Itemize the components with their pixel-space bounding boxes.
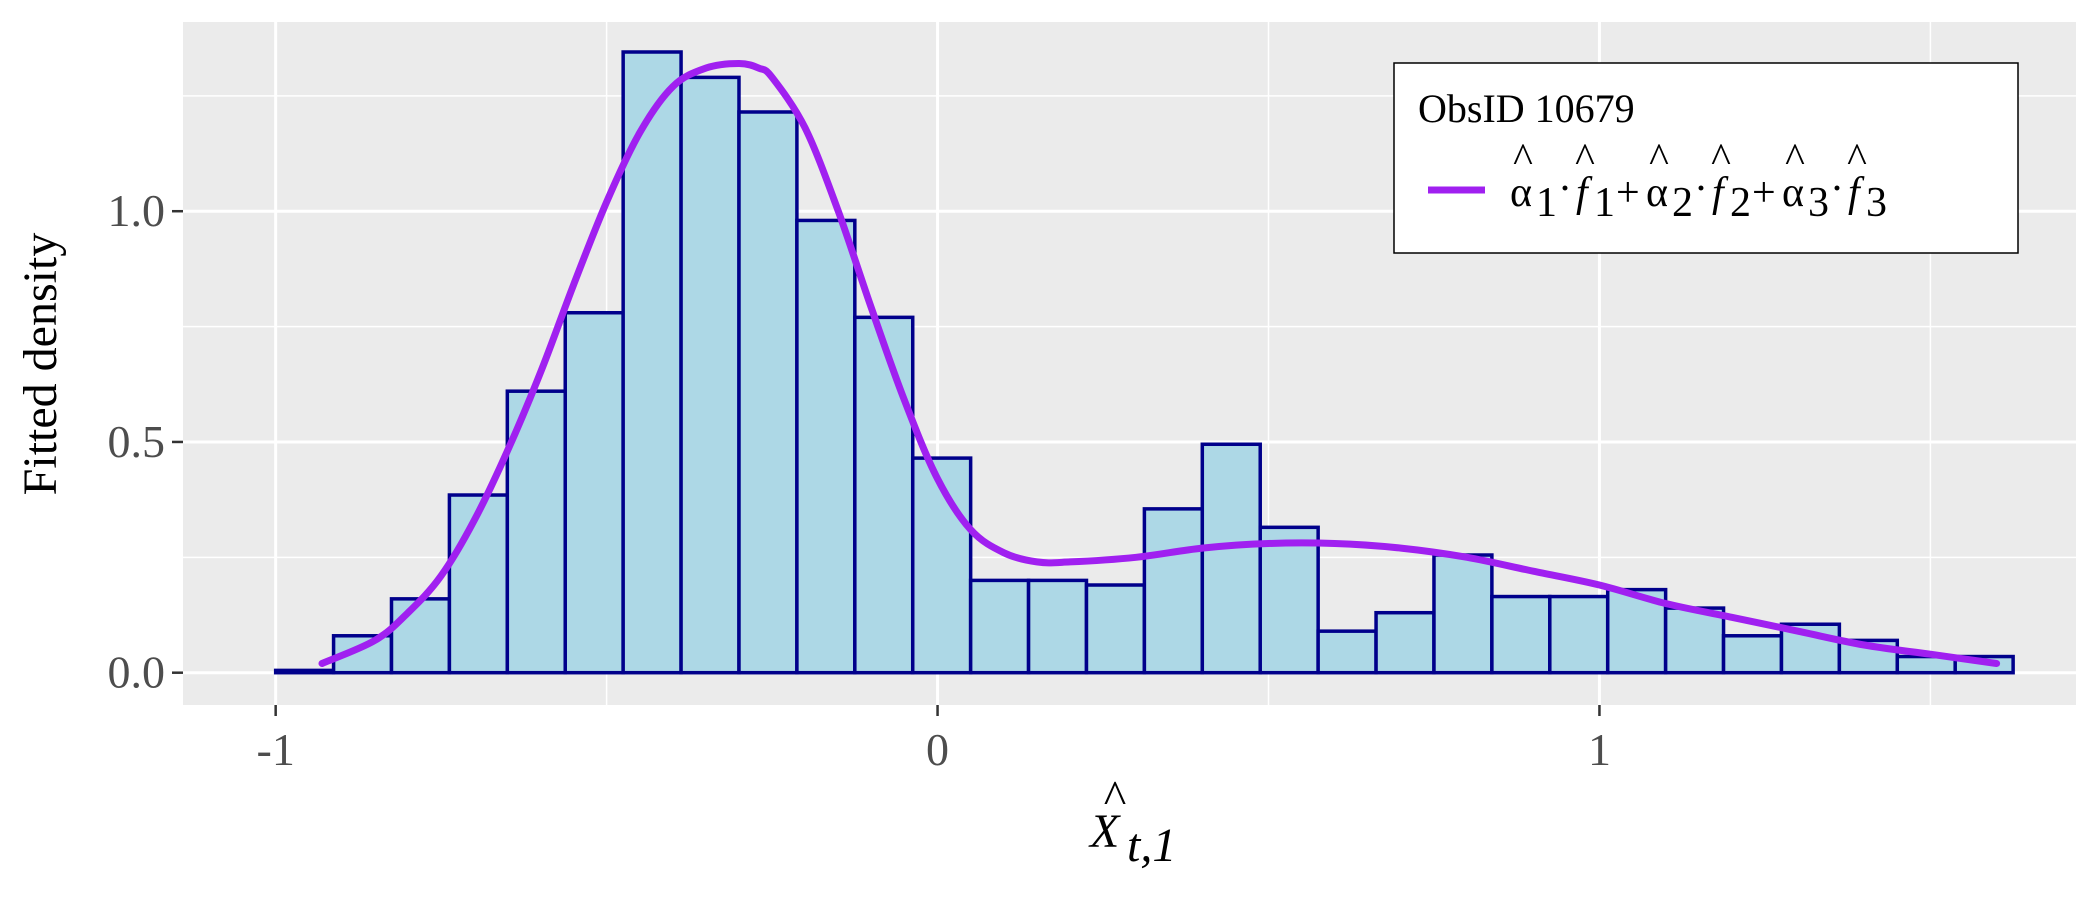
histogram-bar [563,310,625,675]
legend-hat: ^ [1513,136,1533,182]
histogram-bar [621,50,683,675]
x-axis-title: ^ X t,1 [1088,771,1176,872]
histogram-bar [1026,578,1089,675]
y-tick-label: 0.5 [108,416,166,467]
histogram-bar [1605,587,1668,675]
y-tick-label: 1.0 [108,185,166,236]
histogram-bar [1374,610,1436,675]
legend-plus: + [1752,170,1776,216]
histogram-bar [1142,507,1205,675]
y-axis-title: Fitted density [14,233,67,496]
legend-dot: · [1830,166,1844,212]
legend-subscript: 1 [1536,180,1557,226]
density-curve [318,60,2001,667]
x-axis: -1 0 1 [257,705,1611,775]
y-axis: 0.0 0.5 1.0 [108,185,183,698]
legend-symbol: α [1510,170,1532,216]
legend-symbol: α [1646,170,1668,216]
legend-hat: ^ [1711,136,1731,182]
histogram-bar [1548,594,1610,675]
legend-hat: ^ [1785,136,1805,182]
legend-label: ^α 1 ·^f 1 +^α 2 ·^f 2 +^α 3 ·^f 3 [1510,136,1887,226]
legend-hat: ^ [1575,136,1595,182]
x-axis-title-base: X [1088,805,1121,858]
legend-subscript: 3 [1808,180,1829,226]
histogram-bar [1200,442,1262,675]
histogram-bar [679,75,741,675]
histogram-bar [1663,606,1726,675]
histogram-bar [737,110,799,675]
y-tick-label: 0.0 [108,647,166,698]
legend-box [1393,62,2019,254]
legend-title: ObsID 10679 [1418,86,1635,131]
x-tick-label: 0 [926,724,949,775]
legend-dot: · [1694,166,1708,212]
legend: ObsID 10679 ^α 1 ·^f 1 +^α 2 ·^f 2 +^α 3 ·^f 3 [1393,62,2019,254]
histogram-bar [795,218,857,675]
histogram-bar [273,668,336,675]
histogram-bar [1316,629,1378,675]
x-axis-title-sub: t,1 [1127,819,1176,872]
histogram-bar [1084,583,1147,675]
legend-subscript: 1 [1594,180,1615,226]
legend-subscript: 2 [1672,180,1693,226]
legend-subscript: 3 [1866,180,1887,226]
legend-hat: ^ [1847,136,1867,182]
x-axis-title-hat: ^ [1104,771,1127,824]
x-tick-label: 1 [1588,724,1611,775]
histogram-bar [389,597,452,675]
histogram-bars [273,50,2015,675]
histogram-bar [968,578,1031,675]
legend-dot: · [1558,166,1572,212]
histogram-bar [1721,634,1784,675]
histogram-bar [1432,553,1494,675]
legend-plus: + [1616,170,1640,216]
legend-hat: ^ [1649,136,1669,182]
legend-subscript: 2 [1730,180,1751,226]
legend-symbol: α [1782,170,1804,216]
histogram-bar [853,315,915,675]
x-tick-label: -1 [257,724,295,775]
histogram-bar [447,493,510,675]
histogram-bar [1258,525,1320,675]
histogram-bar [1490,594,1552,675]
